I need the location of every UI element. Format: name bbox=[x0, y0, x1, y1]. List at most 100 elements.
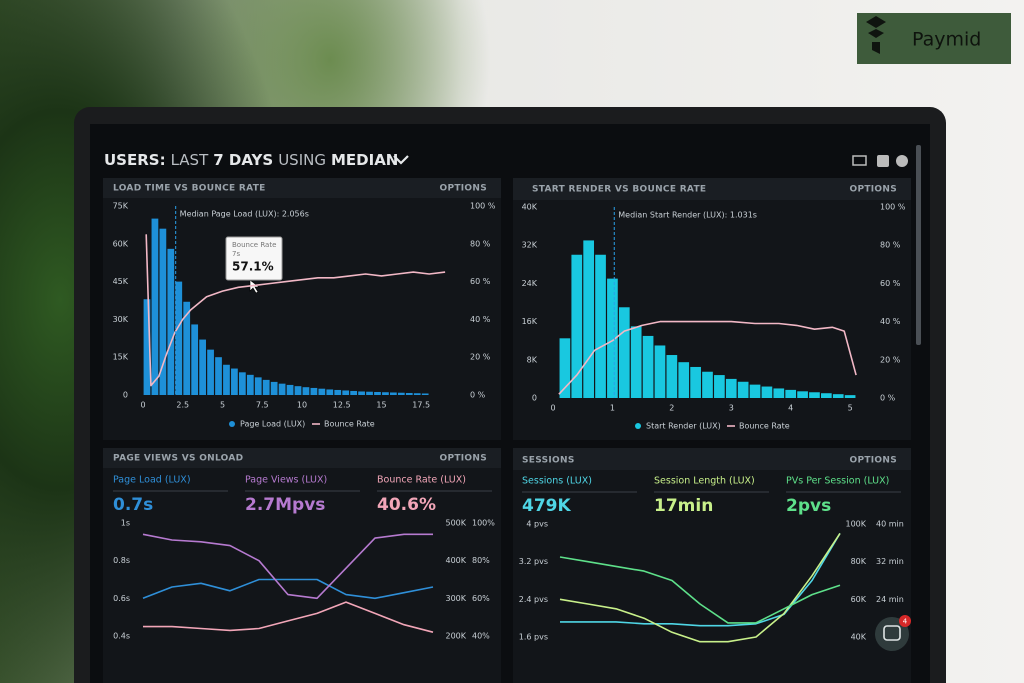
y-tick-label: 0.4s bbox=[113, 632, 130, 641]
y2-tick-label: 40K bbox=[851, 633, 867, 642]
options-button[interactable]: OPTIONS bbox=[850, 185, 898, 195]
tooltip-title: Bounce Rate bbox=[232, 241, 276, 249]
legend-swatch bbox=[635, 423, 641, 429]
dashboard-title: USERS: LAST 7 DAYS USING MEDIAN bbox=[104, 151, 398, 169]
y-tick-label: 2.4 pvs bbox=[519, 595, 548, 604]
x-tick-label: 5 bbox=[220, 401, 225, 410]
y2-tick-label: 60 % bbox=[880, 279, 901, 288]
bar bbox=[334, 389, 342, 395]
metric-label: Sessions (LUX) bbox=[522, 476, 592, 487]
y2-tick-label: 100 % bbox=[880, 203, 906, 212]
x-tick-label: 17.5 bbox=[412, 401, 430, 410]
title-part: USING bbox=[278, 151, 326, 169]
metric-value: 2.7Mpvs bbox=[245, 495, 325, 515]
brand-mark bbox=[866, 16, 886, 54]
x-tick-label: 12.5 bbox=[333, 401, 351, 410]
y2-tick-label: 400K bbox=[445, 556, 466, 565]
line bbox=[143, 601, 434, 633]
bar bbox=[223, 364, 230, 395]
bar bbox=[167, 248, 175, 395]
panel-title: PAGE VIEWS VS ONLOAD bbox=[113, 454, 243, 464]
y2-tick-label: 0 % bbox=[880, 394, 896, 403]
y3-tick-label: 24 min bbox=[876, 595, 904, 604]
panel-title: START RENDER VS BOUNCE RATE bbox=[532, 185, 706, 195]
line bbox=[142, 578, 434, 600]
scrollbar bbox=[916, 145, 921, 345]
x-tick-label: 0 bbox=[550, 404, 555, 413]
bar bbox=[559, 338, 571, 398]
y-tick-label: 1s bbox=[121, 519, 130, 528]
y-tick-label: 40K bbox=[522, 203, 538, 212]
metric-label: PVs Per Session (LUX) bbox=[786, 476, 889, 487]
panel-header bbox=[103, 448, 501, 468]
y3-tick-label: 40% bbox=[472, 632, 490, 641]
options-button[interactable]: OPTIONS bbox=[440, 454, 488, 464]
x-tick-label: 10 bbox=[297, 401, 307, 410]
bar bbox=[618, 307, 630, 398]
options-button[interactable]: OPTIONS bbox=[440, 184, 488, 194]
legend-label: Bounce Rate bbox=[324, 420, 375, 429]
y3-tick-label: 80% bbox=[472, 556, 490, 565]
help-icon[interactable] bbox=[896, 155, 908, 167]
median-label: Median Start Render (LUX): 1.031s bbox=[618, 211, 757, 220]
line bbox=[560, 532, 841, 627]
y2-tick-label: 200K bbox=[445, 632, 466, 641]
line bbox=[142, 533, 433, 600]
bar bbox=[607, 278, 618, 398]
metric-value: 17min bbox=[654, 496, 713, 516]
chat-button[interactable] bbox=[875, 617, 909, 651]
y-tick-label: 8K bbox=[527, 355, 538, 364]
bar bbox=[749, 384, 761, 398]
share-icon[interactable] bbox=[877, 155, 889, 167]
options-button[interactable]: OPTIONS bbox=[850, 456, 898, 466]
bar bbox=[254, 377, 262, 395]
bar bbox=[294, 386, 302, 395]
x-tick-label: 7.5 bbox=[256, 401, 269, 410]
legend-label: Page Load (LUX) bbox=[240, 420, 305, 429]
bar bbox=[215, 357, 222, 395]
bar bbox=[737, 381, 749, 398]
panel-header bbox=[513, 448, 911, 470]
y-tick-label: 0.8s bbox=[113, 556, 130, 565]
bar bbox=[421, 393, 429, 395]
y-tick-label: 4 pvs bbox=[526, 520, 548, 529]
y2-tick-label: 40 % bbox=[470, 315, 491, 324]
y3-tick-label: 100% bbox=[472, 519, 495, 528]
bar bbox=[809, 392, 820, 398]
title-part: 7 DAYS bbox=[213, 151, 273, 169]
y-tick-label: 15K bbox=[113, 353, 129, 362]
bar bbox=[159, 228, 167, 395]
bar bbox=[390, 392, 397, 395]
dropdown-caret[interactable] bbox=[393, 155, 409, 165]
bar bbox=[702, 371, 713, 398]
y2-tick-label: 0 % bbox=[470, 391, 486, 400]
bar bbox=[366, 391, 373, 395]
monitor-icon[interactable] bbox=[852, 155, 867, 166]
bar bbox=[714, 375, 725, 398]
bar bbox=[382, 392, 389, 395]
bar bbox=[151, 218, 159, 395]
x-tick-label: 2 bbox=[669, 404, 674, 413]
line bbox=[558, 320, 857, 395]
panel bbox=[513, 448, 911, 683]
bar bbox=[797, 391, 808, 398]
bar bbox=[318, 388, 326, 395]
x-tick-label: 0 bbox=[140, 401, 145, 410]
bar bbox=[654, 345, 666, 398]
bar bbox=[761, 386, 773, 398]
y3-tick-label: 32 min bbox=[876, 557, 904, 566]
line bbox=[559, 532, 841, 643]
metric-label: Page Load (LUX) bbox=[113, 475, 191, 486]
tooltip-subtitle: 7s bbox=[232, 250, 240, 258]
legend-label: Bounce Rate bbox=[739, 422, 790, 431]
y-tick-label: 1.6 pvs bbox=[519, 633, 548, 642]
y2-tick-label: 500K bbox=[445, 519, 466, 528]
bar bbox=[821, 393, 832, 398]
y2-tick-label: 80K bbox=[851, 557, 867, 566]
bar bbox=[678, 362, 690, 398]
bar bbox=[270, 381, 278, 395]
y-tick-label: 75K bbox=[113, 202, 129, 211]
bar bbox=[642, 335, 654, 398]
median-label: Median Page Load (LUX): 2.056s bbox=[180, 210, 309, 219]
